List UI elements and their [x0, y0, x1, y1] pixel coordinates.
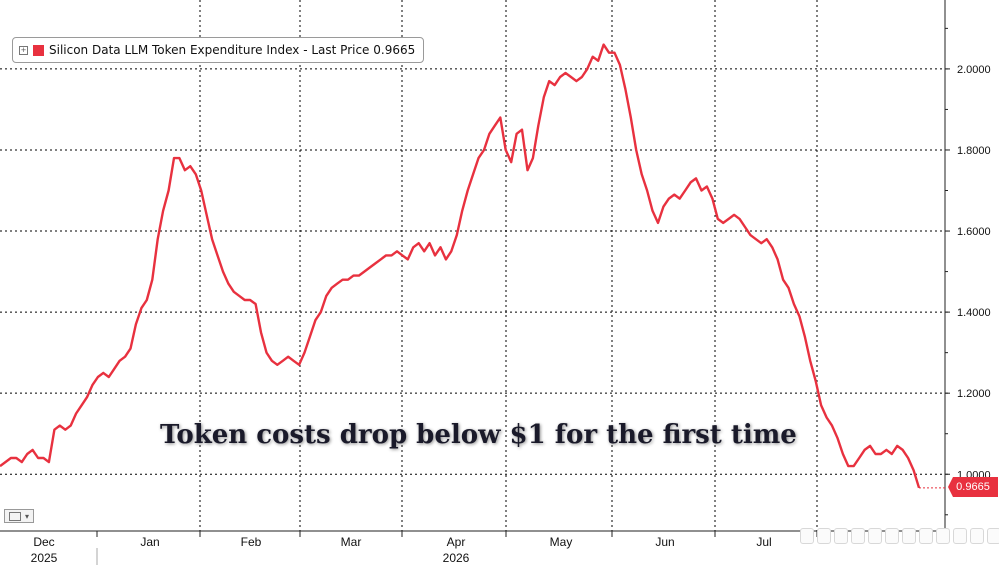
chart-options-icon[interactable]: ▾ — [4, 509, 34, 523]
y-tick-label: 2.0000 — [957, 64, 991, 76]
y-tick-label: 1.4000 — [957, 307, 991, 319]
series-line — [0, 43, 921, 489]
series-layer — [0, 43, 945, 489]
x-tick-label: Mar — [341, 535, 362, 549]
x-axis-ticks: Dec Jan Feb Mar Apr May Jun Jul 2025 2026 — [31, 531, 818, 565]
x-tick-label: Apr — [447, 535, 466, 549]
y-tick-label: 1.2000 — [957, 388, 991, 400]
expand-icon[interactable]: + — [19, 45, 28, 55]
x-tick-label: Jan — [140, 535, 159, 549]
x-tick-label: Dec — [33, 535, 54, 549]
x-tick-label: Jun — [655, 535, 674, 549]
legend-label: Silicon Data LLM Token Expenditure Index… — [49, 43, 416, 57]
y-tick-label: 1.6000 — [957, 226, 991, 238]
y-tick-label: 1.8000 — [957, 145, 991, 157]
last-price-badge: 0.9665 — [948, 477, 998, 497]
x-tick-label: Feb — [241, 535, 262, 549]
x-tick-label: Jul — [756, 535, 771, 549]
chart-legend[interactable]: + Silicon Data LLM Token Expenditure Ind… — [12, 37, 425, 63]
gridlines — [0, 0, 945, 531]
year-label: 2026 — [443, 551, 470, 565]
x-tick-label: May — [550, 535, 573, 549]
watermark-icon — [800, 528, 999, 544]
year-label: 2025 — [31, 551, 58, 565]
chart-annotation: Token costs drop below $1 for the first … — [160, 420, 797, 450]
legend-swatch — [33, 44, 44, 56]
